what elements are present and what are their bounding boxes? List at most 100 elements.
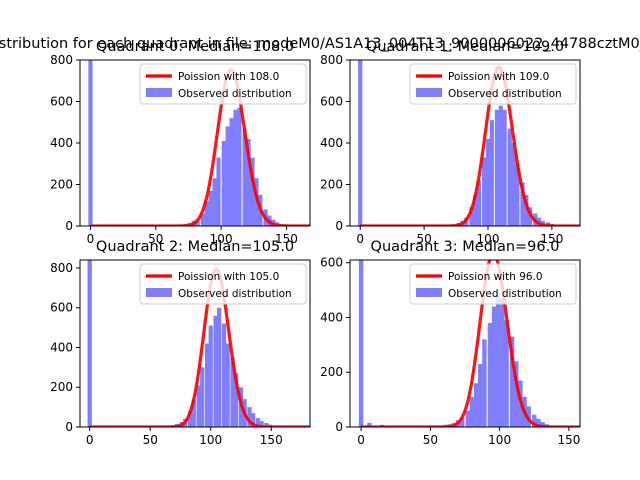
x-tick-label: 150	[557, 433, 580, 447]
histogram-bar	[482, 157, 487, 226]
histogram-bar	[502, 109, 507, 226]
x-tick-label: 100	[477, 232, 500, 246]
histogram-bar	[200, 367, 205, 427]
histogram-bar	[358, 60, 363, 226]
axes-frame	[349, 259, 581, 428]
legend: Poission with 109.0 Observed distribution	[409, 63, 577, 105]
histogram-bar	[221, 323, 227, 427]
y-tick-label: 200	[50, 380, 73, 394]
histogram-bar	[208, 325, 213, 427]
plot-area	[88, 60, 310, 226]
chart-panel-3: 0 50 100 150 0 200 400 600 Quadrant 3: Median=96…	[320, 239, 581, 447]
figure-suptitle: Observed vs Poisson distribution for eac…	[0, 36, 640, 52]
histogram-bar	[469, 396, 475, 427]
x-tick-label: 0	[86, 433, 94, 447]
legend-label-poisson: Poission with 108.0	[178, 71, 279, 83]
histogram-bar	[188, 411, 193, 427]
chart-title: Quadrant 0: Median=108.0	[96, 39, 294, 55]
x-tick-label: 0	[357, 433, 365, 447]
histogram-bar	[460, 417, 465, 427]
histogram-bar	[509, 336, 515, 427]
x-tick-label: 100	[488, 433, 511, 447]
histogram-bar	[250, 157, 255, 226]
chart-panel-2: 0 50 100 150 0 200 400 600 800 Quadrant 2: Median…	[50, 239, 311, 447]
x-tick-label: 150	[260, 433, 283, 447]
legend-swatch-observed	[416, 288, 442, 297]
legend-label-poisson: Poission with 109.0	[448, 71, 549, 83]
histogram-bar	[487, 322, 493, 427]
chart-panel-1: 0 50 100 150 0 200 400 600 800 Quadrant 1: Median…	[320, 39, 581, 246]
y-tick-label: 600	[320, 95, 343, 109]
x-tick-label: 50	[148, 232, 163, 246]
histogram-bar	[213, 315, 218, 427]
histogram-bar	[242, 128, 247, 226]
histogram-bar	[524, 194, 529, 226]
x-tick-label: 150	[275, 232, 298, 246]
legend-label-poisson: Poission with 96.0	[448, 271, 543, 283]
histogram-bar	[259, 421, 264, 427]
histogram-bar	[216, 157, 221, 226]
histogram-bar	[465, 410, 470, 427]
plot-area	[358, 60, 580, 226]
chart-title: Quadrant 3: Median=96.0	[371, 239, 560, 255]
axes-frame	[79, 259, 311, 428]
histogram-bar	[491, 306, 497, 427]
poisson-curve	[359, 65, 580, 226]
legend: Poission with 96.0 Observed distribution	[409, 263, 577, 305]
histogram-bar	[367, 422, 372, 427]
y-tick-label: 400	[50, 340, 73, 354]
x-tick-label: 100	[210, 232, 233, 246]
chart-panel-0: 0 50 100 150 0 200 400 600 800 Quadrant 0: Median…	[50, 39, 311, 246]
histogram-bar	[515, 163, 520, 226]
plot-area	[358, 260, 580, 427]
y-tick-label: 600	[320, 256, 343, 270]
histogram-bar	[264, 423, 269, 427]
histogram-bar	[473, 194, 478, 226]
y-tick-label: 600	[50, 95, 73, 109]
legend-swatch-observed	[146, 288, 172, 297]
histogram-bar	[204, 343, 210, 427]
x-tick-label: 50	[423, 433, 438, 447]
histogram-bar	[88, 60, 93, 226]
histogram-bar	[246, 138, 251, 226]
histogram-bar	[212, 178, 217, 226]
y-tick-label: 0	[65, 420, 73, 434]
histogram-bar	[520, 182, 525, 226]
histogram-bar	[196, 385, 201, 427]
x-tick-label: 50	[143, 433, 158, 447]
histogram-bar	[229, 118, 234, 226]
histogram-bar	[230, 357, 235, 427]
legend-box	[139, 63, 307, 105]
y-tick-label: 200	[320, 178, 343, 192]
y-tick-label: 600	[50, 301, 73, 315]
histogram-bar	[358, 260, 364, 427]
x-tick-label: 150	[540, 232, 563, 246]
histogram-bar	[221, 140, 226, 226]
histogram-bar	[478, 364, 483, 427]
histogram-bar	[200, 213, 205, 226]
legend-label-observed: Observed distribution	[178, 88, 292, 100]
y-tick-label: 800	[50, 261, 73, 275]
histogram-bar	[225, 343, 230, 427]
histogram-bar	[225, 126, 230, 226]
y-tick-label: 800	[320, 53, 343, 67]
x-tick-label: 100	[199, 433, 222, 447]
x-tick-label: 50	[416, 232, 431, 246]
legend-box	[409, 263, 577, 305]
y-tick-label: 400	[320, 136, 343, 150]
histogram-bar	[208, 190, 213, 226]
chart-title: Quadrant 2: Median=105.0	[96, 239, 294, 255]
histogram-bar	[250, 413, 256, 427]
legend: Poission with 108.0 Observed distribution	[139, 63, 307, 105]
chart-title: Quadrant 1: Median=109.0	[366, 39, 564, 55]
histogram-bar	[498, 105, 503, 226]
y-tick-label: 0	[335, 219, 343, 233]
histogram-bar	[234, 373, 239, 427]
histogram-bar	[494, 109, 500, 226]
legend-label-poisson: Poission with 105.0	[178, 271, 279, 283]
legend-box	[139, 263, 307, 305]
histogram-bar	[469, 207, 474, 226]
histogram-bar	[489, 120, 494, 226]
y-tick-label: 0	[335, 420, 343, 434]
